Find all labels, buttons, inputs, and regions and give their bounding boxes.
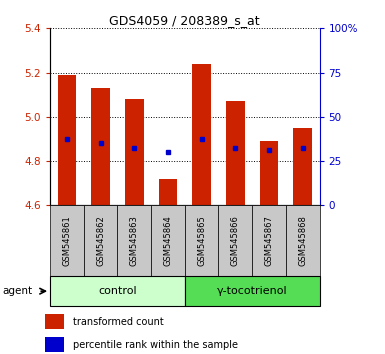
Bar — [226, 101, 244, 205]
Bar — [151, 205, 185, 276]
Title: GDS4059 / 208389_s_at: GDS4059 / 208389_s_at — [109, 14, 260, 27]
Bar — [260, 141, 278, 205]
Bar — [293, 128, 312, 205]
Text: GSM545861: GSM545861 — [62, 215, 71, 266]
Text: GSM545866: GSM545866 — [231, 215, 240, 266]
Bar — [192, 64, 211, 205]
Bar — [185, 205, 219, 276]
Text: GSM545867: GSM545867 — [264, 215, 273, 266]
Bar — [125, 99, 144, 205]
Bar — [45, 314, 64, 329]
Text: GSM545863: GSM545863 — [130, 215, 139, 266]
Text: agent: agent — [2, 286, 32, 296]
Text: GSM545862: GSM545862 — [96, 215, 105, 266]
Text: GSM545868: GSM545868 — [298, 215, 307, 266]
Text: γ-tocotrienol: γ-tocotrienol — [217, 286, 288, 296]
Bar — [117, 205, 151, 276]
Text: percentile rank within the sample: percentile rank within the sample — [73, 340, 238, 350]
Text: control: control — [98, 286, 137, 296]
Text: transformed count: transformed count — [73, 317, 164, 327]
Bar — [45, 337, 64, 352]
Bar — [219, 205, 252, 276]
Text: GSM545865: GSM545865 — [197, 215, 206, 266]
Bar — [50, 205, 84, 276]
Bar — [84, 205, 117, 276]
Bar — [50, 276, 185, 306]
Bar — [185, 276, 320, 306]
Text: GSM545864: GSM545864 — [164, 215, 172, 266]
Bar — [58, 75, 76, 205]
Bar — [159, 179, 177, 205]
Bar — [252, 205, 286, 276]
Bar — [286, 205, 320, 276]
Bar — [91, 88, 110, 205]
